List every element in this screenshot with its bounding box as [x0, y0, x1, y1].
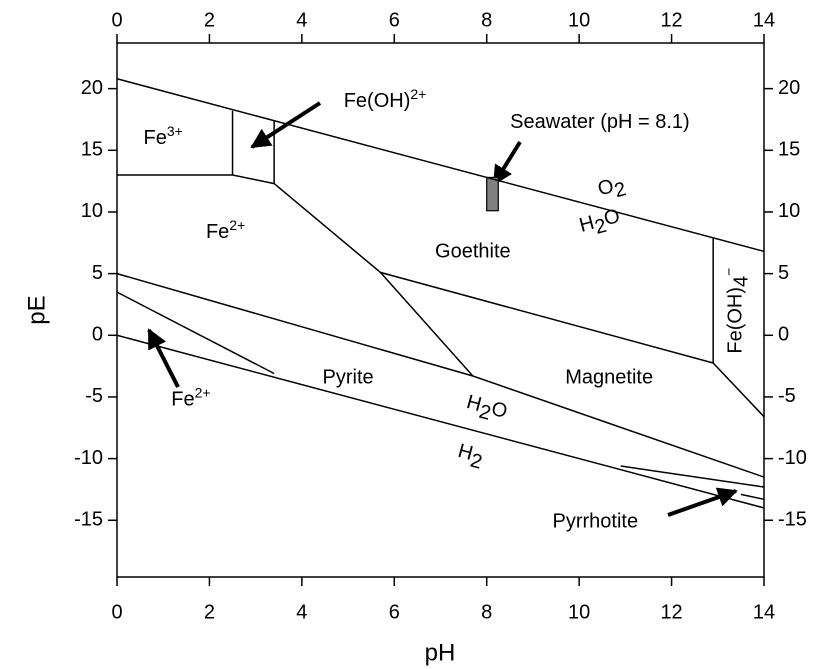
y-tick-label-right: 5 — [778, 262, 789, 284]
y-tick-label-right: -10 — [778, 447, 807, 469]
x-axis-label: pH — [425, 639, 456, 666]
region-label: Seawater (pH = 8.1) — [510, 111, 690, 133]
region-label: O2 — [596, 173, 629, 207]
label-part: Fe(OH) — [725, 287, 747, 354]
region-label: Fe2+ — [206, 217, 245, 243]
y-tick-label: 10 — [81, 200, 103, 222]
arrow — [250, 101, 322, 149]
region-label: Fe2+ — [171, 385, 210, 411]
arrow — [667, 487, 738, 517]
boundary-line — [620, 465, 765, 488]
y-tick-label: 15 — [81, 139, 103, 161]
label-part: Pyrrhotite — [553, 511, 639, 533]
label-part: 2+ — [229, 217, 245, 233]
region-label: H2O — [463, 391, 510, 429]
y-tick-label: -5 — [85, 385, 103, 407]
label-part: O — [596, 175, 617, 200]
region-label: H2O — [577, 205, 624, 243]
label-part: 2+ — [195, 385, 211, 401]
label-part: Fe(OH) — [344, 90, 411, 112]
x-tick-label-top: 0 — [111, 9, 122, 31]
region-label: Pyrrhotite — [553, 511, 639, 533]
region-label: H2 — [454, 440, 486, 474]
x-tick-label: 0 — [111, 601, 122, 623]
boundary-line — [740, 493, 765, 501]
x-tick-label: 8 — [481, 601, 492, 623]
y-tick-label: 0 — [92, 324, 103, 346]
boundary-line — [116, 334, 765, 509]
label-part: 4 — [731, 276, 753, 287]
y-tick-label: -15 — [74, 509, 103, 531]
label-part: 2 — [593, 215, 609, 239]
x-tick-label: 2 — [204, 601, 215, 623]
x-tick-label: 10 — [568, 601, 590, 623]
x-tick-label-top: 14 — [753, 9, 775, 31]
y-tick-label-right: 10 — [778, 200, 800, 222]
label-part: Seawater (pH = 8.1) — [510, 111, 690, 133]
arrows — [147, 101, 738, 517]
x-tick-label: 4 — [296, 601, 307, 623]
label-part: Magnetite — [565, 367, 653, 389]
boundary-line — [116, 272, 765, 478]
y-tick-label-right: -15 — [778, 509, 807, 531]
y-tick-label-right: 0 — [778, 324, 789, 346]
boundary-line — [117, 174, 474, 377]
label-part: Fe — [206, 221, 229, 243]
label-part: H — [577, 212, 597, 237]
label-part: − — [721, 268, 737, 276]
label-part: 2 — [468, 450, 484, 474]
boundary-line — [116, 78, 765, 253]
x-tick-label-top: 6 — [389, 9, 400, 31]
y-tick-label-right: 15 — [778, 139, 800, 161]
region-label: Fe(OH)4− — [721, 268, 753, 354]
boundary-line — [712, 362, 765, 418]
label-part: 2 — [477, 401, 493, 425]
label-part: Goethite — [435, 241, 511, 263]
x-tick-label-top: 2 — [204, 9, 215, 31]
boundary-line — [116, 291, 275, 375]
region-label: Fe(OH)2+ — [344, 87, 427, 113]
x-tick-label-top: 4 — [296, 9, 307, 31]
x-tick-label-top: 8 — [481, 9, 492, 31]
region-label: Magnetite — [565, 367, 653, 389]
x-tick-label: 14 — [753, 601, 775, 623]
y-tick-label: 5 — [92, 262, 103, 284]
y-axis-label: pE — [23, 295, 50, 324]
y-tick-label: -10 — [74, 447, 103, 469]
seawater-box — [486, 176, 499, 212]
y-tick-label: 20 — [81, 77, 103, 99]
arrow — [147, 328, 180, 388]
label-part: 2+ — [410, 87, 426, 103]
label-part: H — [464, 391, 484, 416]
label-part: Fe — [171, 389, 194, 411]
region-label: Goethite — [435, 241, 511, 263]
plot-frame — [116, 42, 765, 578]
x-tick-label: 6 — [389, 601, 400, 623]
y-tick-label-right: -5 — [778, 385, 796, 407]
label-part: 3+ — [167, 124, 183, 140]
label-part: O — [489, 398, 510, 423]
label-part: O — [602, 205, 623, 230]
x-tick-label-top: 10 — [568, 9, 590, 31]
boundary-line — [380, 237, 714, 365]
region-label: Pyrite — [323, 367, 374, 389]
region-label: Fe3+ — [144, 124, 183, 150]
x-tick-label: 12 — [660, 601, 682, 623]
label-part: 2 — [612, 178, 628, 202]
y-tick-label-right: 20 — [778, 77, 800, 99]
x-tick-label-top: 12 — [660, 9, 682, 31]
label-part: H — [456, 440, 476, 465]
label-part: Pyrite — [323, 367, 374, 389]
label-part: Fe — [144, 127, 167, 149]
